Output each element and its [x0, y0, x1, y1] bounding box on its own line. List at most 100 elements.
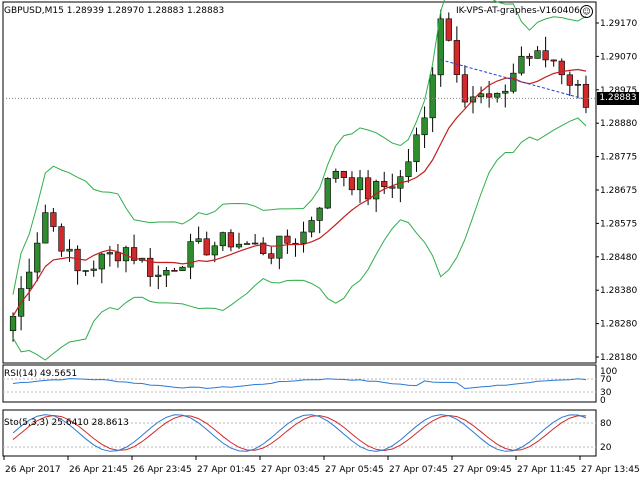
x-tick-label: 27 Apr 13:45	[581, 465, 640, 475]
candle-body	[373, 181, 380, 200]
stochastic-main-line	[12, 414, 587, 452]
candle-body	[421, 117, 428, 136]
candle-body	[381, 181, 388, 188]
candle-body	[163, 270, 170, 276]
candle-body	[518, 55, 525, 74]
candle-body	[235, 243, 243, 248]
candle-body	[405, 161, 412, 177]
stochastic-label: Sto(5,3,3) 25.6410 28.8613	[4, 418, 129, 428]
candle-body	[147, 257, 154, 277]
candle-body	[502, 90, 509, 94]
candle-body	[195, 238, 202, 242]
candle-body	[251, 242, 259, 245]
candle-body	[534, 50, 541, 59]
smiley-icon[interactable]: ☺	[580, 5, 593, 18]
candle-body	[582, 83, 590, 108]
candle-body	[526, 55, 533, 59]
candle-body	[26, 271, 33, 289]
candle-body	[558, 60, 565, 76]
candle-body	[453, 40, 460, 75]
rsi-level-label: 100	[600, 367, 617, 377]
candle-body	[9, 315, 17, 332]
y-tick-label: 1.28880	[600, 119, 637, 129]
x-tick-label: 27 Apr 11:45	[517, 465, 576, 475]
candle-body	[179, 266, 186, 272]
candle-body	[171, 270, 178, 272]
x-tick-label: 27 Apr 07:45	[389, 465, 448, 475]
candle-body	[300, 231, 307, 244]
candle-body	[284, 235, 291, 244]
x-tick-label: 26 Apr 23:45	[133, 465, 192, 475]
candle-body	[542, 50, 549, 61]
rsi-label: RSI(14) 49.5651	[4, 369, 78, 379]
x-tick-label: 27 Apr 09:45	[453, 465, 512, 475]
y-tick-label: 1.28180	[600, 353, 637, 363]
x-tick-label: 27 Apr 05:45	[325, 465, 384, 475]
candle-body	[114, 252, 122, 262]
candle-body	[227, 232, 235, 248]
rsi-level-label: 70	[600, 375, 612, 385]
candle-body	[98, 253, 105, 270]
bollinger-upper-line	[12, 0, 587, 295]
y-tick-label: 1.28380	[600, 286, 637, 296]
candle-body	[486, 93, 493, 98]
candle-body	[66, 248, 73, 252]
x-tick-label: 27 Apr 01:45	[197, 465, 256, 475]
candle-body	[445, 18, 452, 41]
sto-level-label: 80	[600, 419, 612, 429]
candle-body	[413, 134, 420, 163]
candle-body	[510, 72, 517, 92]
candle-body	[437, 18, 444, 76]
x-tick-label: 27 Apr 03:45	[261, 465, 320, 475]
candle-body	[494, 92, 501, 98]
candle-body	[316, 207, 323, 221]
bollinger-lower-line	[12, 117, 587, 361]
candle-body	[348, 177, 356, 191]
candle-body	[461, 74, 469, 103]
candle-body	[324, 178, 331, 209]
rsi-panel	[2, 364, 597, 403]
candle-body	[106, 252, 113, 255]
candle-body	[211, 245, 218, 256]
y-tick-label: 1.29170	[600, 19, 637, 29]
candle-body	[187, 241, 194, 268]
rsi-level-label: 0	[600, 396, 606, 406]
y-tick-label: 1.29070	[600, 52, 637, 62]
candle-body	[566, 74, 573, 86]
candle-body	[155, 274, 162, 277]
candle-body	[429, 74, 436, 119]
rsi-level-label: 30	[600, 388, 612, 398]
moving-average-line	[12, 68, 587, 317]
candle-body	[42, 212, 49, 244]
y-tick-label: 1.28280	[600, 320, 637, 330]
y-tick-label: 1.28675	[600, 186, 637, 196]
candle-body	[332, 170, 339, 179]
candle-body	[276, 235, 283, 259]
y-tick-label: 1.28575	[600, 219, 637, 229]
candle-body	[34, 242, 41, 273]
x-tick-label: 26 Apr 2017	[5, 465, 61, 475]
symbol-header: GBPUSD,M15 1.28939 1.28970 1.28883 1.288…	[4, 6, 225, 16]
stochastic-signal-line	[12, 414, 587, 452]
stochastic-panel	[2, 409, 597, 457]
x-tick-label: 26 Apr 21:45	[69, 465, 128, 475]
price-panel	[2, 1, 597, 364]
indicator-name: IK-VPS-AT-graphes-V160406	[456, 6, 580, 16]
candle-body	[90, 268, 97, 271]
candle-body	[574, 83, 582, 86]
current-price-tag: 1.28883	[597, 92, 639, 106]
candle-body	[356, 177, 364, 191]
candle-body	[550, 59, 557, 62]
candle-body	[260, 242, 267, 254]
sto-level-label: 20	[600, 443, 612, 453]
y-tick-label: 1.28775	[600, 153, 637, 163]
candle-body	[50, 212, 57, 227]
candle-body	[340, 170, 348, 178]
candle-body	[219, 232, 226, 247]
candle-body	[243, 243, 251, 245]
rsi-line	[12, 378, 587, 390]
candle-body	[268, 253, 275, 259]
candle-body	[82, 270, 89, 272]
candle-body	[364, 177, 372, 200]
